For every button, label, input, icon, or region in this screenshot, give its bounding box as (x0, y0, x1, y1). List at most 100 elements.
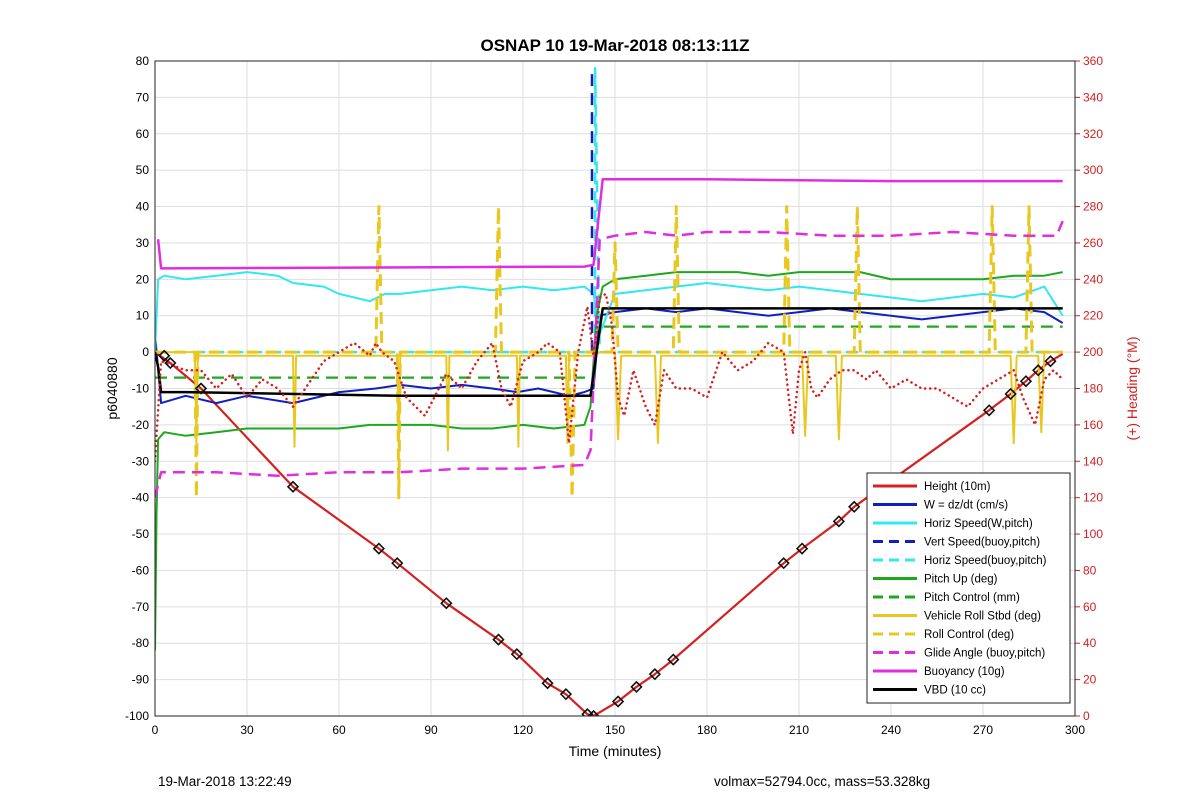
height-marker (983, 404, 996, 417)
y-right-tick-label: 360 (1083, 54, 1103, 68)
y-right-tick-label: 60 (1083, 600, 1097, 614)
y-tick-label: -10 (132, 382, 150, 396)
series-height-10m (155, 351, 1064, 716)
y-right-tick-label: 180 (1083, 382, 1103, 396)
x-tick-label: 0 (152, 723, 159, 737)
series-glide-angle-buoy-pitch (155, 220, 1064, 498)
y-right-tick-label: 220 (1083, 309, 1103, 323)
legend-label: Height (10m) (924, 481, 991, 493)
height-marker (1032, 364, 1045, 377)
y-right-tick-label: 260 (1083, 236, 1103, 250)
legend-label: W = dz/dt (cm/s) (924, 500, 1008, 512)
plot-area (155, 67, 1064, 716)
x-tick-label: 30 (240, 723, 254, 737)
y-right-tick-label: 0 (1083, 709, 1090, 723)
x-tick-label: 90 (424, 723, 438, 737)
y-right-tick-label: 300 (1083, 163, 1103, 177)
x-tick-label: 270 (973, 723, 993, 737)
footer-timestamp: 19-Mar-2018 13:22:49 (158, 774, 292, 789)
x-tick-label: 150 (605, 723, 625, 737)
x-tick-label: 300 (1065, 723, 1085, 737)
y-axis-right-label: (+) Heading (°M) (1124, 336, 1140, 440)
height-marker (848, 500, 861, 513)
y-tick-label: -60 (132, 563, 150, 577)
y-tick-label: -50 (132, 527, 150, 541)
y-tick-label: 30 (136, 236, 150, 250)
y-right-tick-label: 80 (1083, 563, 1097, 577)
height-marker (541, 677, 554, 690)
x-tick-label: 210 (789, 723, 809, 737)
x-tick-label: 60 (332, 723, 346, 737)
legend-label: Vehicle Roll Stbd (deg) (924, 611, 1041, 623)
height-marker (1004, 387, 1017, 401)
y-tick-label: -100 (125, 709, 149, 723)
x-tick-label: 180 (697, 723, 717, 737)
height-marker (391, 557, 404, 570)
legend-box (866, 472, 1071, 704)
y-tick-label: -70 (132, 600, 150, 614)
y-right-tick-label: 40 (1083, 636, 1097, 650)
height-marker (777, 557, 790, 570)
legend-label: Pitch Up (deg) (924, 574, 998, 586)
height-marker (648, 668, 661, 681)
y-tick-label: 20 (136, 272, 150, 286)
y-tick-label: 10 (136, 309, 150, 323)
legend-label: VBD (10 cc) (924, 685, 986, 697)
y-tick-label: 50 (136, 163, 150, 177)
y-tick-label: -90 (132, 673, 150, 687)
legend-label: Glide Angle (buoy,pitch) (924, 648, 1045, 660)
y-right-tick-label: 240 (1083, 272, 1103, 286)
footer-info: volmax=52794.0cc, mass=53.328kg (714, 774, 931, 789)
legend-label: Pitch Control (mm) (924, 592, 1020, 604)
height-marker (832, 515, 845, 528)
plot-frame (154, 60, 1076, 717)
legend-label: Roll Control (deg) (924, 629, 1014, 641)
series-horiz-speed-w-pitch (155, 271, 1064, 353)
chart-title: OSNAP 10 19-Mar-2018 08:13:11Z (480, 36, 749, 55)
series-layer (155, 67, 1064, 716)
y-tick-label: 60 (136, 127, 150, 141)
y-tick-label: 70 (136, 90, 150, 104)
legend-label: Horiz Speed(W,pitch) (924, 518, 1033, 530)
height-marker (1044, 355, 1057, 368)
height-marker (1019, 375, 1033, 388)
height-marker (286, 480, 300, 493)
y-tick-label: -80 (132, 636, 150, 650)
height-marker (440, 597, 453, 610)
height-marker (492, 633, 505, 646)
y-tick-label: 80 (136, 54, 150, 68)
height-marker (158, 349, 171, 362)
y-right-tick-label: 140 (1083, 454, 1103, 468)
height-marker (559, 688, 573, 701)
y-right-tick-label: 340 (1083, 90, 1103, 104)
y-axis-label: p6040880 (104, 357, 120, 420)
y-tick-label: -20 (132, 418, 150, 432)
height-markers (158, 349, 1057, 716)
y-right-tick-label: 320 (1083, 127, 1103, 141)
y-tick-label: -40 (132, 491, 150, 505)
axes-ticks: 0 30 60 90 120 150 180 210 240 270 300-100-90-80-7… (125, 54, 1103, 737)
height-marker (795, 542, 809, 555)
x-axis-label: Time (minutes) (569, 743, 662, 759)
series-roll-control-deg (155, 205, 1063, 500)
height-marker (164, 356, 177, 370)
height-marker (630, 680, 643, 694)
series-buoyancy-10g (156, 178, 1063, 270)
y-right-tick-label: 120 (1083, 491, 1103, 505)
series-w-dz-dt-cm-s (155, 307, 1064, 405)
height-marker (510, 648, 523, 661)
legend-label: Vert Speed(buoy,pitch) (924, 537, 1040, 549)
series-heading (155, 292, 1064, 463)
legend-label: Horiz Speed(buoy,pitch) (924, 555, 1047, 567)
height-marker (194, 382, 208, 395)
legend: Height (10m) W = dz/dt (cm/s) Horiz Speed(… (866, 472, 1071, 704)
height-marker (581, 708, 594, 716)
legend-label: Buoyancy (10g) (924, 666, 1005, 678)
height-marker (667, 653, 680, 666)
y-right-tick-label: 160 (1083, 418, 1103, 432)
y-tick-label: 40 (136, 200, 150, 214)
y-right-tick-label: 100 (1083, 527, 1103, 541)
y-tick-label: -30 (132, 454, 150, 468)
y-right-tick-label: 20 (1083, 673, 1097, 687)
